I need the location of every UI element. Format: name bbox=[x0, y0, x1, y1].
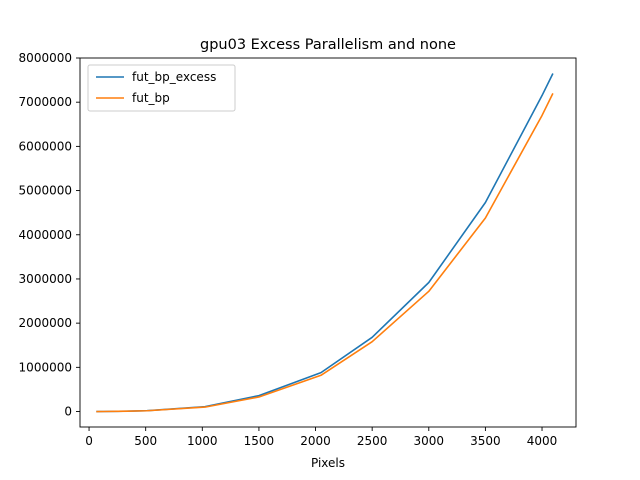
x-tick-label: 2500 bbox=[357, 434, 388, 448]
y-tick-label: 2000000 bbox=[19, 316, 72, 330]
x-tick-label: 1500 bbox=[244, 434, 275, 448]
y-tick-label: 3000000 bbox=[19, 272, 72, 286]
x-tick-label: 2000 bbox=[300, 434, 331, 448]
legend-entry-fut-bp-excess: fut_bp_excess bbox=[132, 70, 216, 84]
y-tick-label: 5000000 bbox=[19, 184, 72, 198]
legend-entry-fut-bp: fut_bp bbox=[132, 91, 170, 105]
legend-box bbox=[87, 64, 236, 112]
x-tick-label: 1000 bbox=[187, 434, 218, 448]
y-tick-label: 1000000 bbox=[19, 360, 72, 374]
x-tick-label: 4000 bbox=[527, 434, 558, 448]
y-tick-label: 7000000 bbox=[19, 95, 72, 109]
x-tick-label: 0 bbox=[85, 434, 93, 448]
y-tick-label: 4000000 bbox=[19, 228, 72, 242]
y-tick-label: 8000000 bbox=[19, 51, 72, 65]
x-tick-label: 3500 bbox=[470, 434, 501, 448]
series-line-fut-bp bbox=[96, 92, 554, 413]
chart-title: gpu03 Excess Parallelism and none bbox=[200, 37, 456, 53]
x-tick-label: 500 bbox=[134, 434, 157, 448]
x-axis-label: Pixels bbox=[311, 456, 345, 470]
y-tick-label: 0 bbox=[64, 405, 72, 419]
axes-frame bbox=[79, 57, 577, 428]
plot-area: 0 500 1000 1500 2000 2500 3000 3500 4000 0 1000000… bbox=[19, 51, 577, 448]
x-tick-label: 3000 bbox=[414, 434, 445, 448]
y-tick-label: 6000000 bbox=[19, 139, 72, 153]
